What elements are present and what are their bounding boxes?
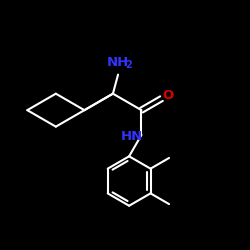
Text: O: O bbox=[162, 90, 174, 102]
Text: 2: 2 bbox=[125, 60, 132, 70]
Text: HN: HN bbox=[121, 130, 144, 143]
Text: NH: NH bbox=[107, 56, 129, 69]
